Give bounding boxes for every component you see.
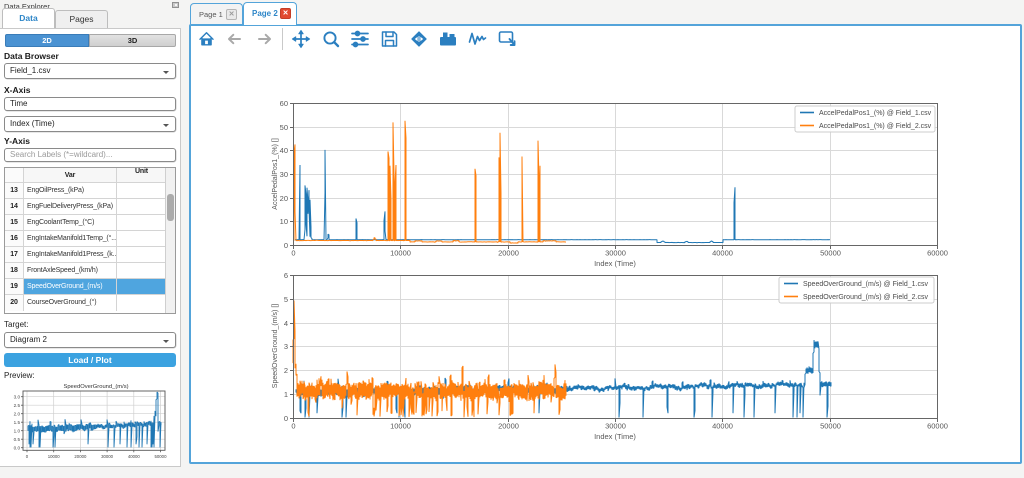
svg-text:AccelPedalPos1_(%) @ Field_2.c: AccelPedalPos1_(%) @ Field_2.csv: [819, 123, 932, 130]
svg-text:0.0: 0.0: [14, 446, 21, 451]
svg-text:AccelPedalPos1_(%) @ Field_1.c: AccelPedalPos1_(%) @ Field_1.csv: [819, 110, 932, 117]
svg-text:3: 3: [284, 342, 288, 351]
svg-text:50000: 50000: [820, 422, 841, 431]
svg-text:40000: 40000: [128, 454, 141, 459]
svg-text:6: 6: [284, 271, 288, 280]
svg-text:40000: 40000: [712, 249, 733, 258]
svg-text:AccelPedalPos1_(%) []: AccelPedalPos1_(%) []: [272, 138, 279, 210]
svg-text:20000: 20000: [498, 249, 519, 258]
svg-text:60: 60: [280, 99, 288, 108]
svg-text:SpeedOverGround_(m/s): SpeedOverGround_(m/s): [63, 384, 128, 390]
svg-text:60000: 60000: [927, 422, 948, 431]
svg-text:2.0: 2.0: [14, 412, 21, 417]
svg-text:1.5: 1.5: [14, 420, 21, 425]
svg-text:10000: 10000: [390, 249, 411, 258]
svg-text:30: 30: [280, 170, 288, 179]
svg-text:40: 40: [280, 146, 288, 155]
svg-text:1: 1: [284, 390, 288, 399]
svg-text:20000: 20000: [74, 454, 87, 459]
svg-text:60000: 60000: [927, 249, 948, 258]
svg-text:0: 0: [284, 414, 288, 423]
svg-text:10: 10: [280, 217, 288, 226]
svg-text:2.5: 2.5: [14, 403, 21, 408]
svg-text:30000: 30000: [605, 249, 626, 258]
svg-text:0.5: 0.5: [14, 437, 21, 442]
svg-text:SpeedOverGround_(m/s) []: SpeedOverGround_(m/s) []: [272, 304, 279, 388]
svg-text:SpeedOverGround_(m/s) @ Field_: SpeedOverGround_(m/s) @ Field_2.csv: [803, 294, 928, 301]
svg-text:0: 0: [284, 241, 288, 250]
svg-text:Index (Time): Index (Time): [594, 432, 636, 441]
svg-text:4: 4: [284, 319, 288, 328]
svg-text:3.0: 3.0: [14, 395, 21, 400]
svg-text:20: 20: [280, 194, 288, 203]
svg-text:0: 0: [291, 422, 295, 431]
svg-text:0: 0: [26, 454, 29, 459]
svg-text:2: 2: [284, 366, 288, 375]
svg-text:SpeedOverGround_(m/s) @ Field_: SpeedOverGround_(m/s) @ Field_1.csv: [803, 281, 928, 288]
svg-text:40000: 40000: [712, 422, 733, 431]
svg-text:50000: 50000: [155, 454, 168, 459]
svg-text:1.0: 1.0: [14, 429, 21, 434]
svg-text:50000: 50000: [820, 249, 841, 258]
svg-text:10000: 10000: [48, 454, 61, 459]
svg-text:Index (Time): Index (Time): [594, 259, 636, 268]
svg-text:5: 5: [284, 295, 288, 304]
svg-text:0: 0: [291, 249, 295, 258]
svg-text:50: 50: [280, 123, 288, 132]
svg-text:20000: 20000: [498, 422, 519, 431]
svg-text:10000: 10000: [390, 422, 411, 431]
svg-text:30000: 30000: [605, 422, 626, 431]
svg-text:30000: 30000: [101, 454, 114, 459]
